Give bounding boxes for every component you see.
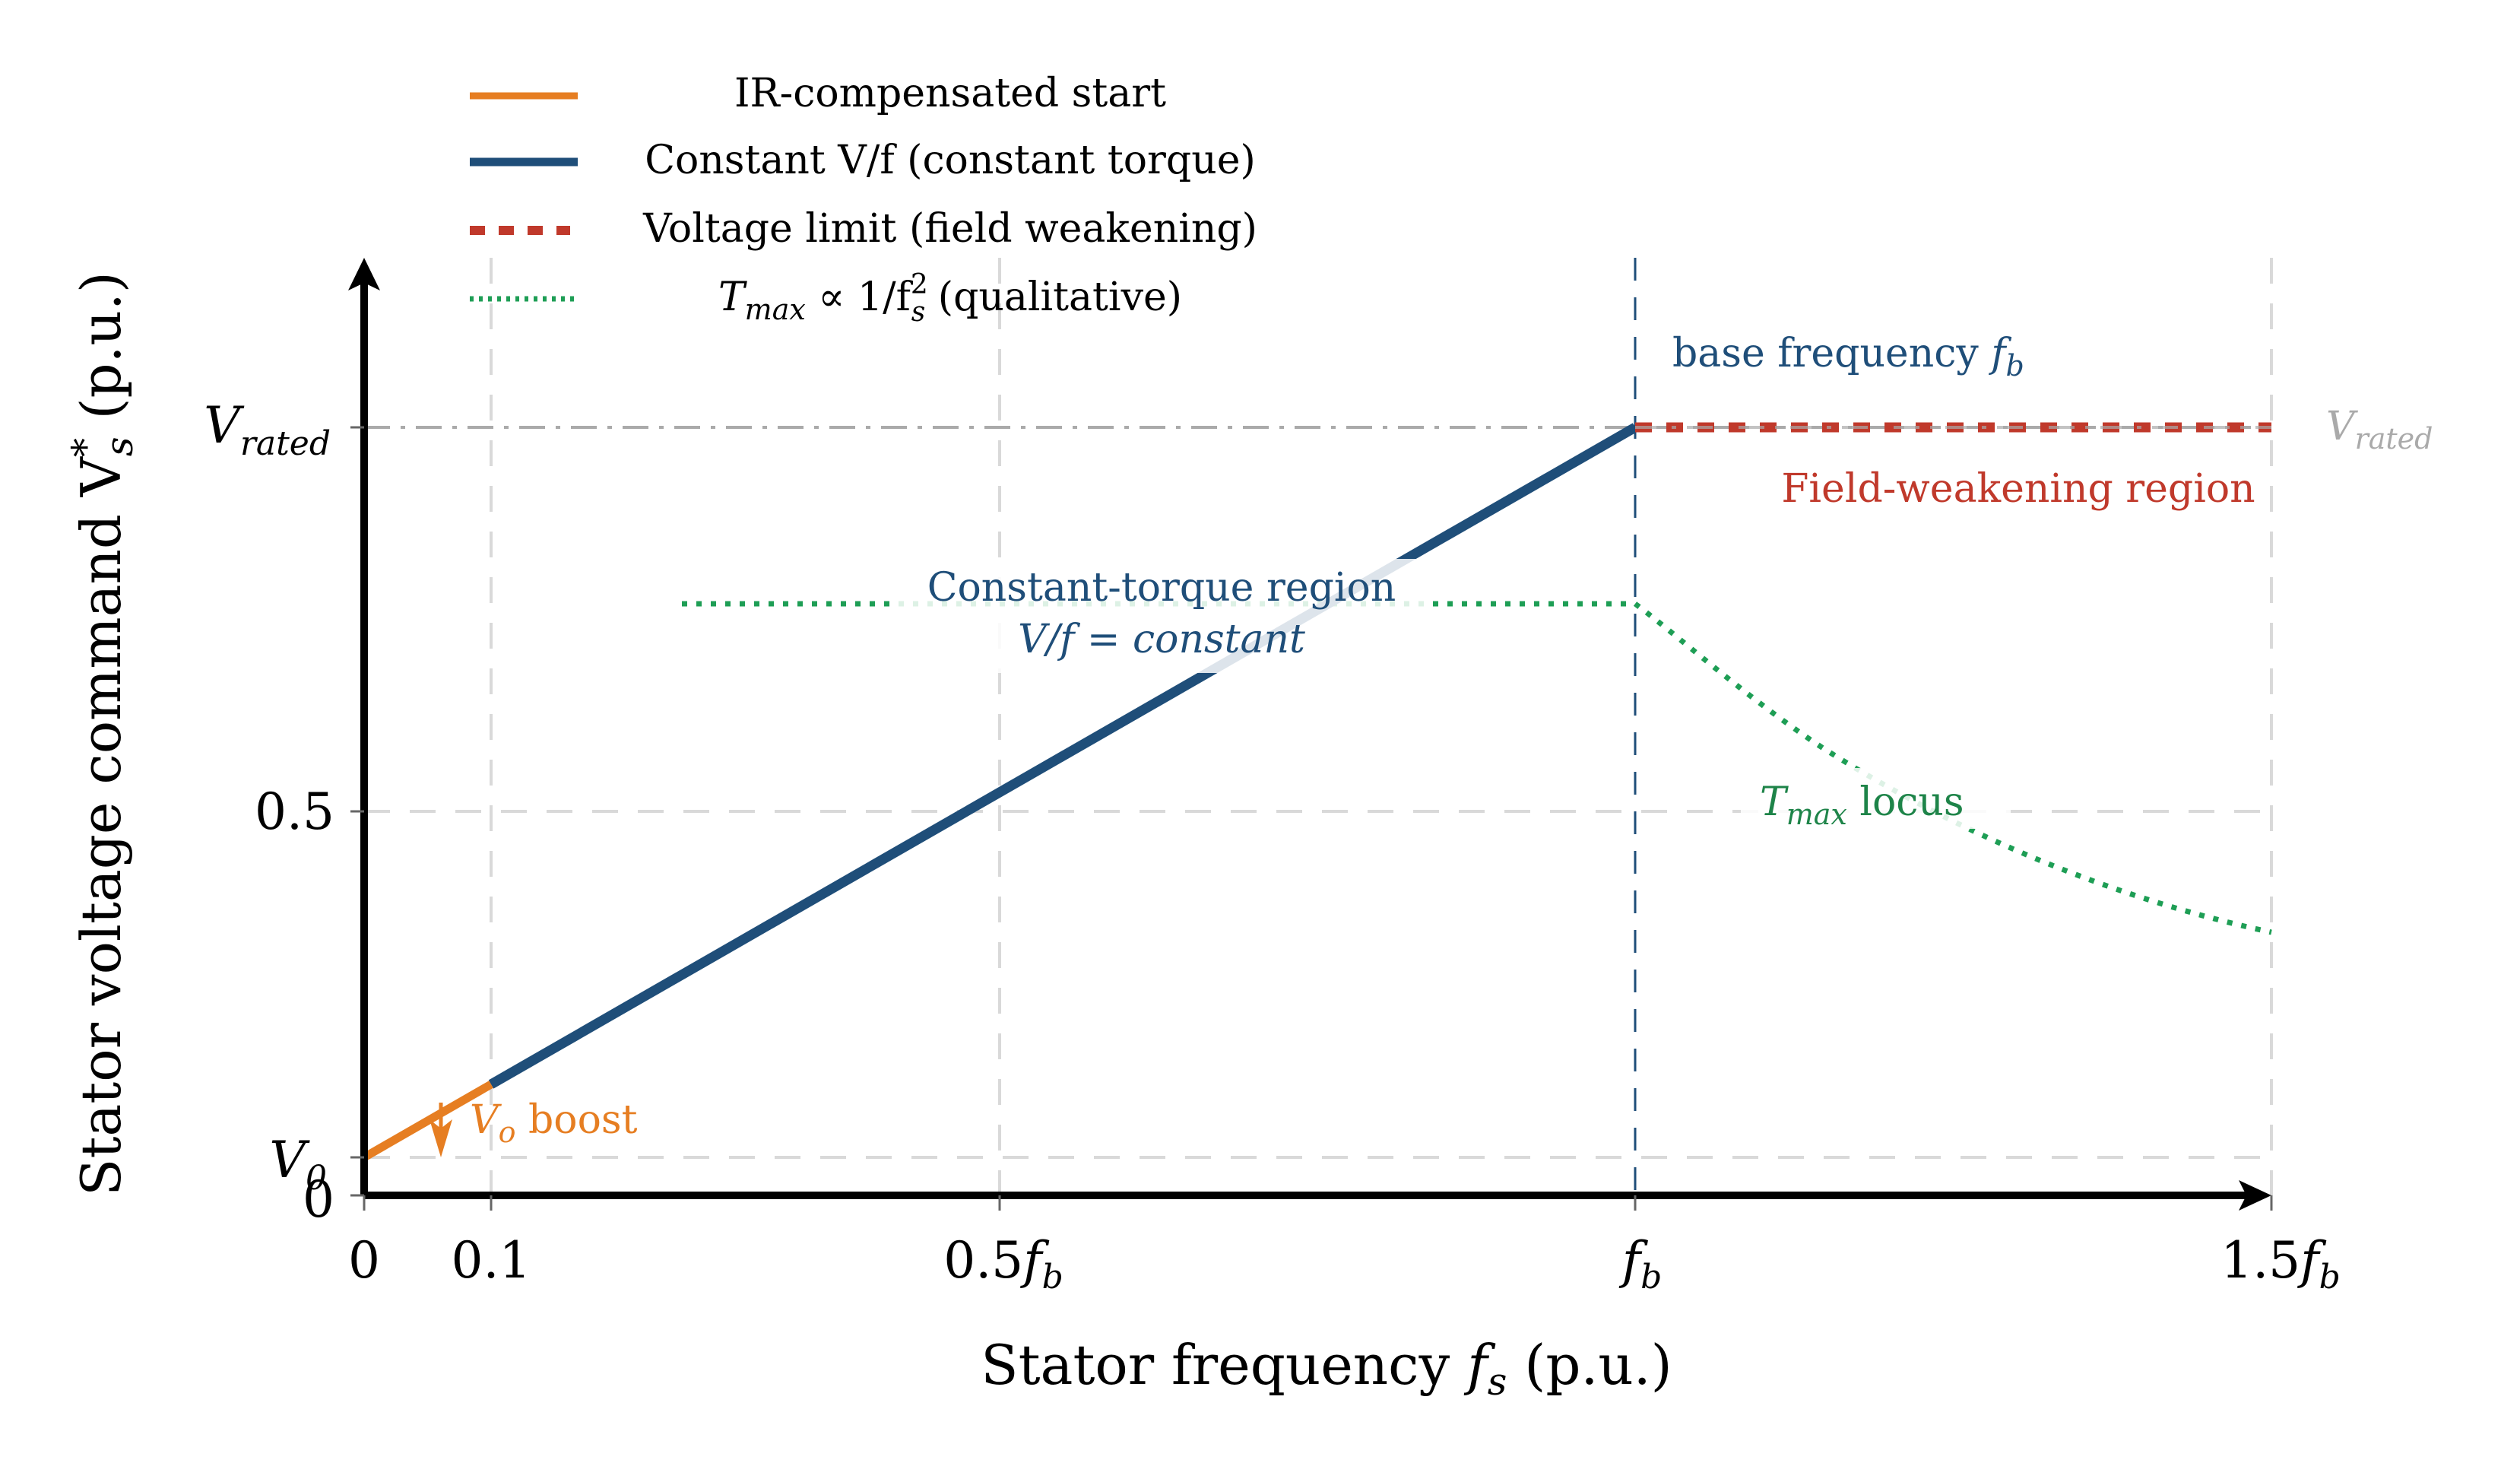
y-tick-v0: V0 bbox=[269, 1131, 327, 1198]
y-axis-label: Stator voltage command V*s (p.u.) bbox=[64, 271, 141, 1196]
const-torque-label-bg bbox=[889, 559, 1429, 673]
x-tick-0.5fb: 0.5fb bbox=[943, 1231, 1063, 1297]
x-tick-1.5fb: 1.5fb bbox=[2220, 1231, 2341, 1297]
legend-item-ir-start: IR-compensated start bbox=[470, 71, 1166, 116]
grid bbox=[364, 258, 2273, 1195]
legend-item-constant-vf: Constant V/f (constant torque) bbox=[470, 138, 1256, 183]
svg-text:Voltage limit (field weakening: Voltage limit (field weakening) bbox=[642, 206, 1257, 252]
vrated-right-label: Vrated bbox=[2326, 404, 2433, 455]
x-axis-arrow-icon bbox=[2239, 1180, 2271, 1211]
x-tick-0: 0 bbox=[348, 1231, 380, 1290]
tmax-locus-label: Tmax locus bbox=[1760, 779, 1964, 831]
y-tick-0.5: 0.5 bbox=[255, 782, 334, 841]
boost-label: Vo boost bbox=[470, 1097, 638, 1149]
svg-text:Constant V/f (constant torque): Constant V/f (constant torque) bbox=[645, 138, 1256, 183]
legend: IR-compensated start Constant V/f (const… bbox=[470, 71, 1257, 328]
y-tick-vrated: Vrated bbox=[204, 396, 331, 463]
constant-torque-label: Constant-torque region bbox=[927, 565, 1396, 611]
constant-vf-line bbox=[488, 423, 1638, 1089]
x-tick-fb: fb bbox=[1618, 1231, 1663, 1297]
tmax-label-bg bbox=[1741, 768, 2011, 829]
field-weakening-label: Field-weakening region bbox=[1781, 466, 2255, 512]
svg-text:IR-compensated start: IR-compensated start bbox=[734, 71, 1166, 116]
axes bbox=[348, 258, 2273, 1211]
x-tick-0.1: 0.1 bbox=[452, 1231, 531, 1290]
x-axis-label: Stator frequency fs (p.u.) bbox=[981, 1333, 1672, 1404]
ir-compensated-line bbox=[362, 1081, 493, 1161]
legend-item-tmax: Tmax ∝ 1/f2 s (qualitative) bbox=[470, 269, 1182, 328]
boost-arrow-icon bbox=[430, 1103, 452, 1157]
vf-constant-label: V/f = constant bbox=[1018, 617, 1305, 662]
base-frequency-label: base frequency fb bbox=[1672, 331, 2024, 382]
svg-text:Tmax ∝ 1/f2s (qualitative): Tmax ∝ 1/f2 s (qualitative) bbox=[718, 269, 1182, 328]
y-tick-0: 0 bbox=[303, 1170, 334, 1229]
legend-item-voltage-limit: Voltage limit (field weakening) bbox=[470, 206, 1257, 252]
y-axis-arrow-icon bbox=[348, 258, 380, 290]
